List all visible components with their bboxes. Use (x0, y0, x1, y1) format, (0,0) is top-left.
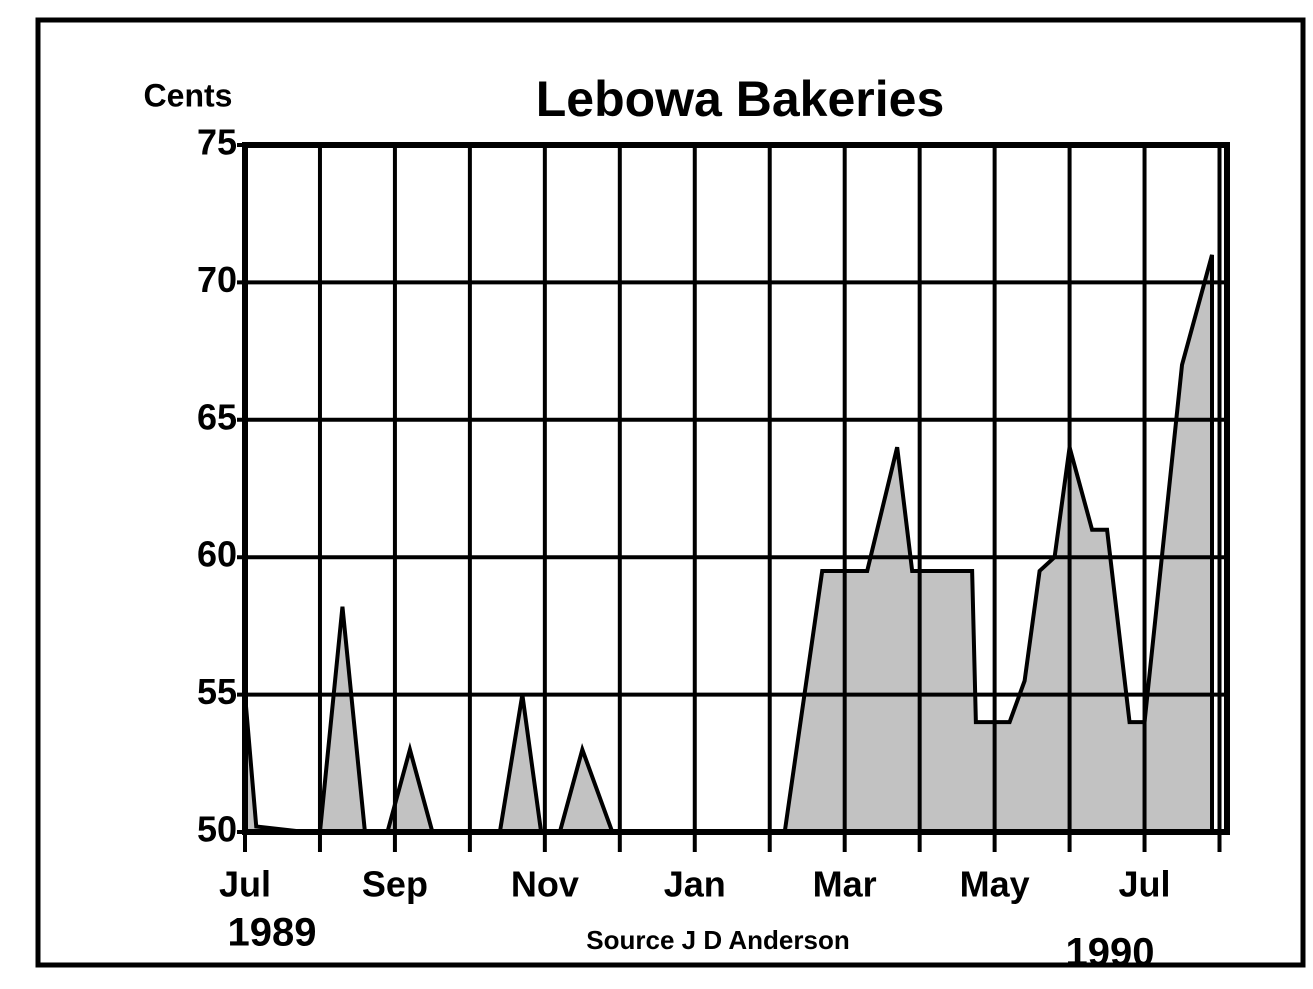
chart-title: Lebowa Bakeries (536, 71, 945, 127)
x-tick-label: Jul (1119, 864, 1171, 905)
x-tick-label: Nov (511, 864, 579, 905)
source: Source J D Anderson (586, 925, 849, 955)
x-tick-label: Mar (813, 864, 877, 905)
x-tick-label: Jul (219, 864, 271, 905)
frame (35, 17, 1306, 968)
y-tick-label: 50 (197, 809, 237, 850)
y-tick-label: 75 (197, 122, 237, 163)
year-label: 1989 (228, 911, 317, 955)
plot-border (242, 142, 1230, 835)
x-tick-label: May (960, 864, 1030, 905)
area (243, 254, 1215, 834)
x-tick-label: Jan (664, 864, 726, 905)
y-tick-label: 60 (197, 534, 237, 575)
year-label: 1990 (1066, 931, 1155, 975)
y-tick-label: 55 (197, 671, 237, 712)
x-tick-label: Sep (362, 864, 428, 905)
y-axis-label: Cents (144, 77, 233, 113)
y-tick-label: 65 (197, 396, 237, 437)
y-tick-label: 70 (197, 259, 237, 300)
